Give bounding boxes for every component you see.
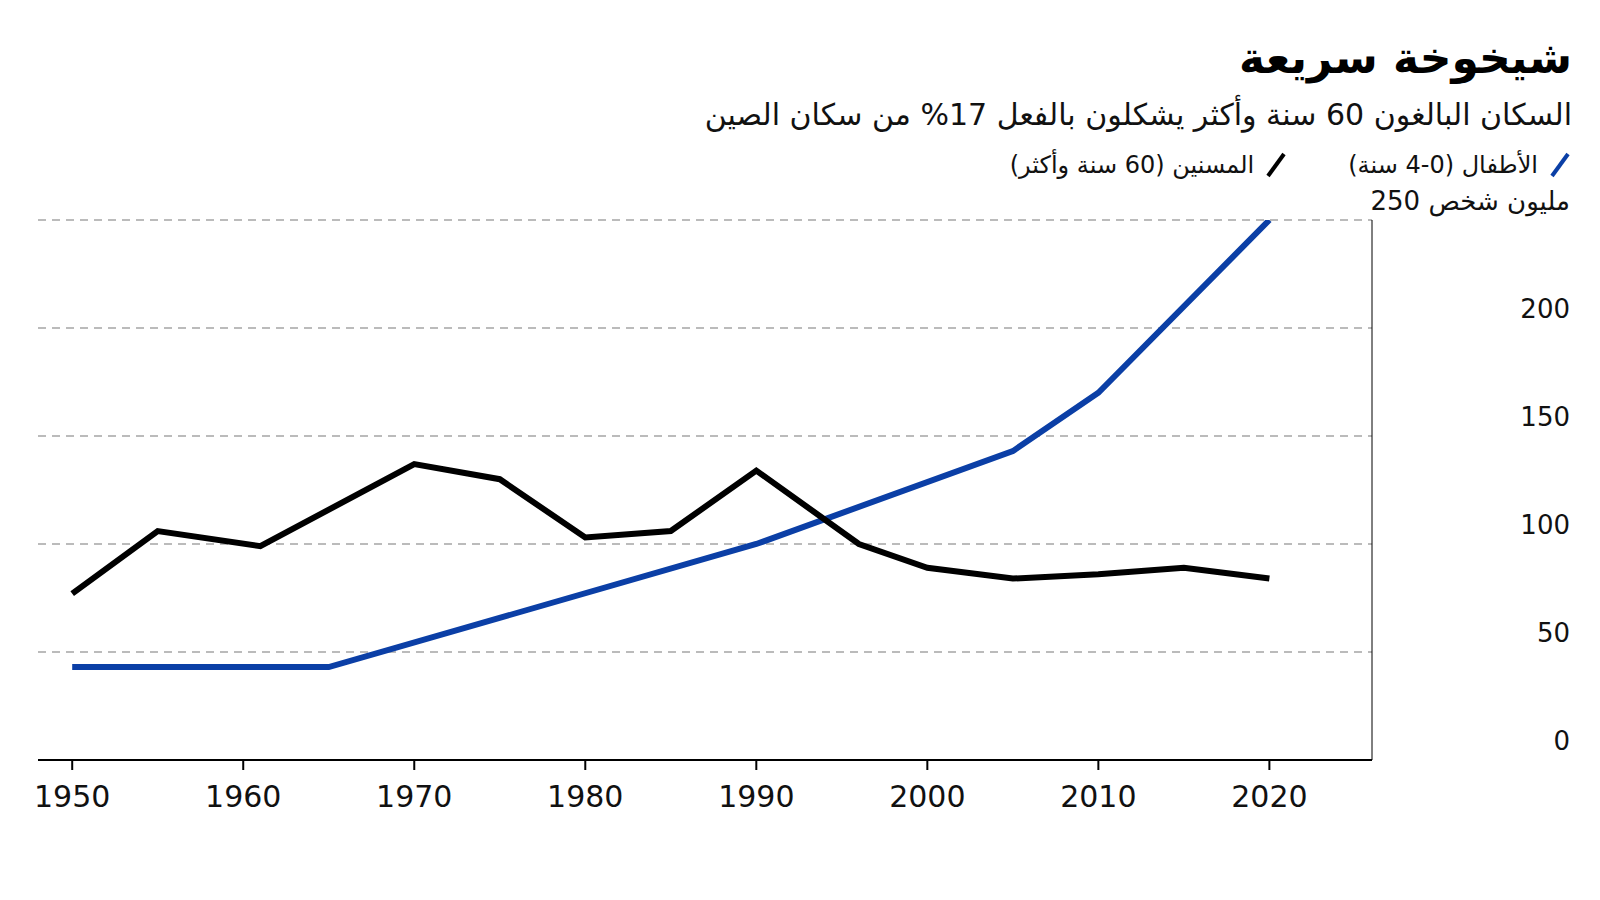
svg-text:2010: 2010 [1060, 779, 1136, 814]
svg-text:1970: 1970 [376, 779, 452, 814]
svg-text:1980: 1980 [547, 779, 623, 814]
svg-text:1950: 1950 [34, 779, 110, 814]
svg-text:1990: 1990 [718, 779, 794, 814]
svg-text:200: 200 [1520, 294, 1570, 324]
html-text:شيخوخة سريعة: شيخوخة سريعة [1239, 32, 1572, 83]
svg-text:2000: 2000 [889, 779, 965, 814]
svg-text:0: 0 [1553, 726, 1570, 756]
svg-text:2020: 2020 [1231, 779, 1307, 814]
html-text:الأطفال (0-4 سنة): الأطفال (0-4 سنة) [1348, 151, 1538, 179]
svg-text:150: 150 [1520, 402, 1570, 432]
svg-text:50: 50 [1537, 618, 1570, 648]
svg-text:250 مليون شخص: 250 مليون شخص [1371, 186, 1570, 217]
html-text:المسنين (60 سنة وأكثر): المسنين (60 سنة وأكثر) [1009, 151, 1255, 179]
html-text:السكان البالغون 60 سنة وأكثر ي: السكان البالغون 60 سنة وأكثر يشكلون بالف… [704, 97, 1572, 132]
svg-text:1960: 1960 [205, 779, 281, 814]
svg-text:100: 100 [1520, 510, 1570, 540]
